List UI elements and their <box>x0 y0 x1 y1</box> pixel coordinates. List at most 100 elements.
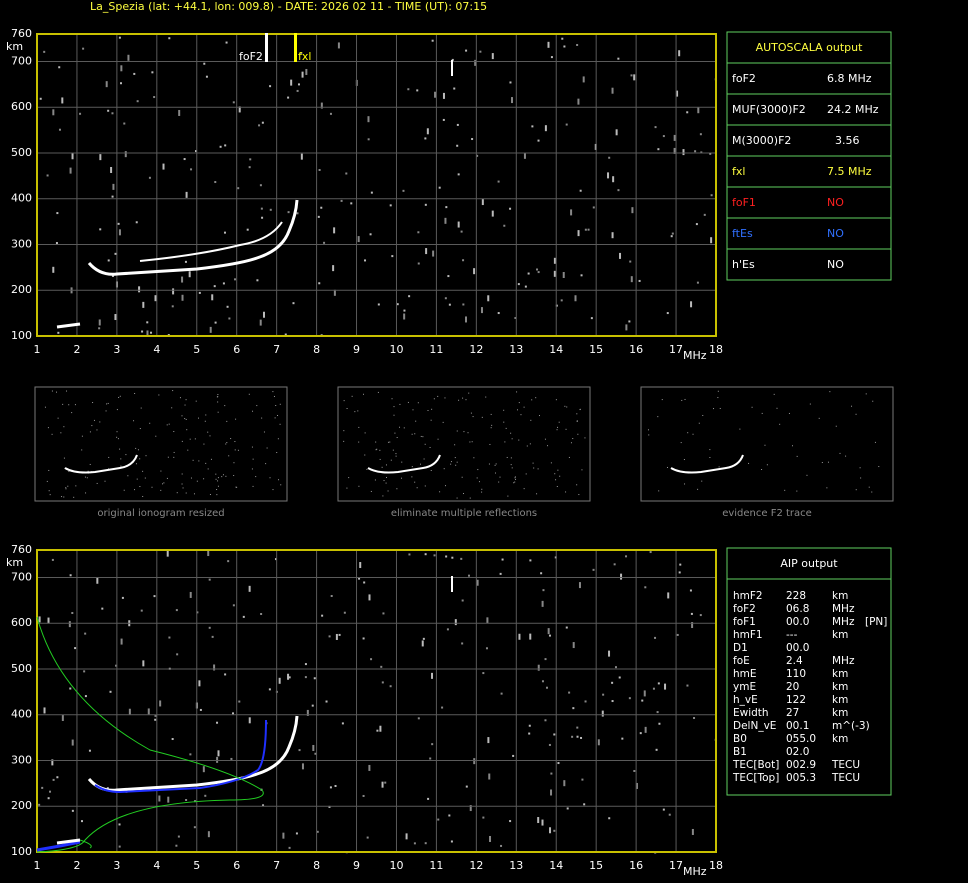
noise-dot <box>597 739 600 746</box>
autoscala-title: AUTOSCALA output <box>756 41 864 54</box>
panel-dot <box>358 426 360 428</box>
panel-dot <box>515 478 517 480</box>
noise-dot <box>368 764 371 771</box>
noise-dot <box>576 726 579 729</box>
y-tick-label: 600 <box>11 616 32 629</box>
noise-dot <box>566 807 569 810</box>
noise-dot <box>84 695 87 698</box>
panel-dot <box>172 390 174 392</box>
panel-dot <box>481 416 483 418</box>
panel-dot <box>439 491 441 493</box>
aip-cell: foF1 <box>733 616 756 628</box>
noise-dot <box>101 607 104 610</box>
noise-dot <box>209 326 212 333</box>
panel-dot <box>48 469 50 471</box>
panel-dot <box>137 449 139 451</box>
noise-dot <box>572 707 575 710</box>
noise-dot <box>306 709 309 716</box>
noise-dot <box>340 199 343 202</box>
noise-dot <box>287 673 290 680</box>
noise-dot <box>679 563 682 566</box>
panel-dot <box>684 398 686 400</box>
noise-dot <box>128 708 131 715</box>
noise-dot <box>341 722 344 725</box>
noise-dot <box>328 635 331 638</box>
panel-dot <box>221 476 223 478</box>
plot-frame <box>36 549 717 853</box>
noise-dot <box>318 169 321 172</box>
panel-dot <box>377 391 379 393</box>
panel-dot <box>277 414 279 416</box>
noise-dot <box>127 54 130 61</box>
panel-dot <box>717 397 719 399</box>
noise-dot <box>654 126 657 129</box>
noise-dot <box>305 68 308 75</box>
noise-dot <box>474 59 477 66</box>
panel-dot <box>343 440 345 442</box>
noise-dot <box>461 599 464 602</box>
noise-dot <box>541 680 544 683</box>
panel-dot <box>533 467 535 469</box>
noise-dot <box>232 101 235 104</box>
noise-dot <box>323 241 326 244</box>
noise-dot <box>480 307 483 314</box>
panel-dot <box>117 438 119 440</box>
panel-dot <box>536 493 538 495</box>
noise-dot <box>69 687 72 690</box>
noise-dot <box>417 231 420 234</box>
panel-dot <box>184 418 186 420</box>
panel-dot <box>396 437 398 439</box>
panel-dot <box>476 477 478 479</box>
noise-dot <box>550 772 553 775</box>
noise-dot <box>228 317 231 320</box>
panel-dot <box>215 473 217 475</box>
panel-dot <box>399 403 401 405</box>
noise-dot <box>550 56 553 59</box>
panel-dot <box>108 456 110 458</box>
noise-dot <box>611 700 614 703</box>
noise-dot <box>142 301 145 308</box>
panel-dot <box>158 394 160 396</box>
panel-dot <box>450 463 452 465</box>
panel-dot <box>269 477 271 479</box>
noise-dot <box>479 50 482 53</box>
noise-dot <box>501 558 504 561</box>
x-tick-label: 10 <box>389 343 403 356</box>
noise-dot <box>682 149 685 156</box>
noise-dot <box>154 714 157 717</box>
noise-dot <box>208 578 211 581</box>
noise-dot <box>314 752 317 755</box>
x-tick-label: 9 <box>353 859 360 872</box>
noise-dot <box>381 681 384 684</box>
panel-dot <box>455 464 457 466</box>
noise-dot <box>52 778 55 781</box>
panel-dot <box>217 480 219 482</box>
panel-dot <box>375 441 377 443</box>
panel-dot <box>275 405 277 407</box>
noise-dot <box>379 725 382 732</box>
noise-dot <box>249 158 252 161</box>
noise-dot <box>413 842 416 845</box>
panel-dot <box>470 412 472 414</box>
noise-dot <box>581 778 584 781</box>
noise-dot <box>69 574 72 577</box>
panel-dot <box>272 391 274 393</box>
panel-dot <box>226 420 228 422</box>
noise-dot <box>295 832 298 835</box>
noise-dot <box>384 781 387 784</box>
panel-dot <box>364 432 366 434</box>
aip-cell: 02.0 <box>786 746 809 758</box>
panel-dot <box>458 399 460 401</box>
noise-dot <box>625 324 628 331</box>
panel-dot <box>63 457 65 459</box>
noise-dot <box>633 769 636 772</box>
noise-dot <box>481 199 484 206</box>
panel-dot <box>478 481 480 483</box>
panel-dot <box>217 485 219 487</box>
noise-dot <box>565 123 568 126</box>
noise-dot <box>43 50 46 53</box>
noise-dot <box>234 278 237 281</box>
noise-dot <box>111 275 114 278</box>
panel-dot <box>666 466 668 468</box>
panel-dot <box>235 418 237 420</box>
